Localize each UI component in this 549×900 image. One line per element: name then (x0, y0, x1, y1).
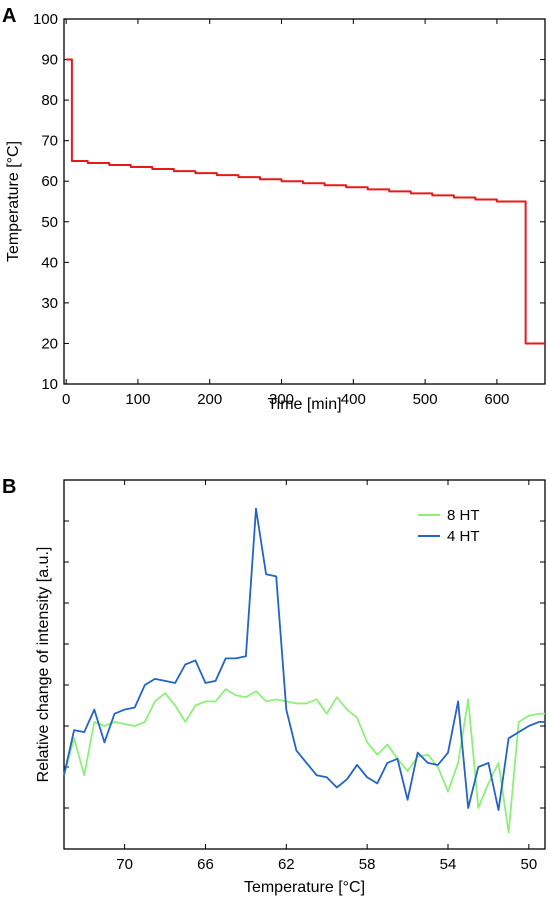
panel-label-a: A (2, 5, 16, 27)
plot-frame-b (63, 479, 546, 850)
series-line-8-ht (63, 688, 545, 834)
y-tick-label: 50 (41, 214, 58, 231)
x-tick-label: 70 (116, 856, 133, 873)
y-tick-label: 70 (41, 133, 58, 150)
x-tick-label: 600 (484, 391, 509, 408)
x-tick-label: 66 (197, 856, 214, 873)
y-ticks-b (64, 520, 545, 809)
y-tick-label: 20 (41, 335, 58, 352)
panel-label-b: B (2, 476, 16, 498)
y-tick-label: 40 (41, 254, 58, 271)
legend-label: 8 HT (447, 507, 480, 524)
y-tick-label: 100 (33, 11, 58, 28)
legend-b: 8 HT 4 HT (418, 507, 480, 545)
x-tick-label: 50 (520, 856, 537, 873)
series-line-0 (66, 58, 545, 345)
x-tick-label: 500 (413, 391, 438, 408)
x-tick-label: 0 (62, 391, 70, 408)
x-tick-label: 400 (341, 391, 366, 408)
x-axis-label-b: Temperature [°C] (244, 879, 365, 896)
series-b (63, 507, 545, 834)
y-tick-label: 90 (41, 52, 58, 69)
x-axis-label-a: Time [min] (267, 396, 341, 413)
x-tick-label: 58 (359, 856, 376, 873)
x-tick-label: 54 (440, 856, 457, 873)
x-ticks-a: 0 100 200 300 400 500 600 (62, 19, 509, 408)
x-tick-label: 62 (278, 856, 295, 873)
panel-a: A 0 100 200 300 400 500 600 10 20 30 40 50 60 70 80 90… (2, 5, 546, 413)
y-ticks-a: 10 20 30 40 50 60 70 80 90 100 (33, 11, 545, 393)
plot-frame-a (63, 18, 546, 385)
y-tick-label: 60 (41, 173, 58, 190)
y-tick-label: 10 (41, 376, 58, 393)
panel-b: B 70 66 62 58 54 50 8 HT 4 HT Temperature [°C]… (2, 476, 546, 896)
x-tick-label: 300 (269, 391, 294, 408)
x-tick-label: 200 (197, 391, 222, 408)
y-tick-label: 80 (41, 92, 58, 109)
series-line-4-ht (63, 507, 545, 811)
x-tick-label: 100 (125, 391, 150, 408)
legend-label: 4 HT (447, 528, 480, 545)
series-a (66, 58, 545, 345)
y-tick-label: 30 (41, 295, 58, 312)
y-axis-label-a: Temperature [°C] (5, 141, 22, 262)
x-ticks-b: 70 66 62 58 54 50 (116, 480, 537, 873)
y-axis-label-b: Relative change of intensity [a.u.] (35, 547, 52, 783)
